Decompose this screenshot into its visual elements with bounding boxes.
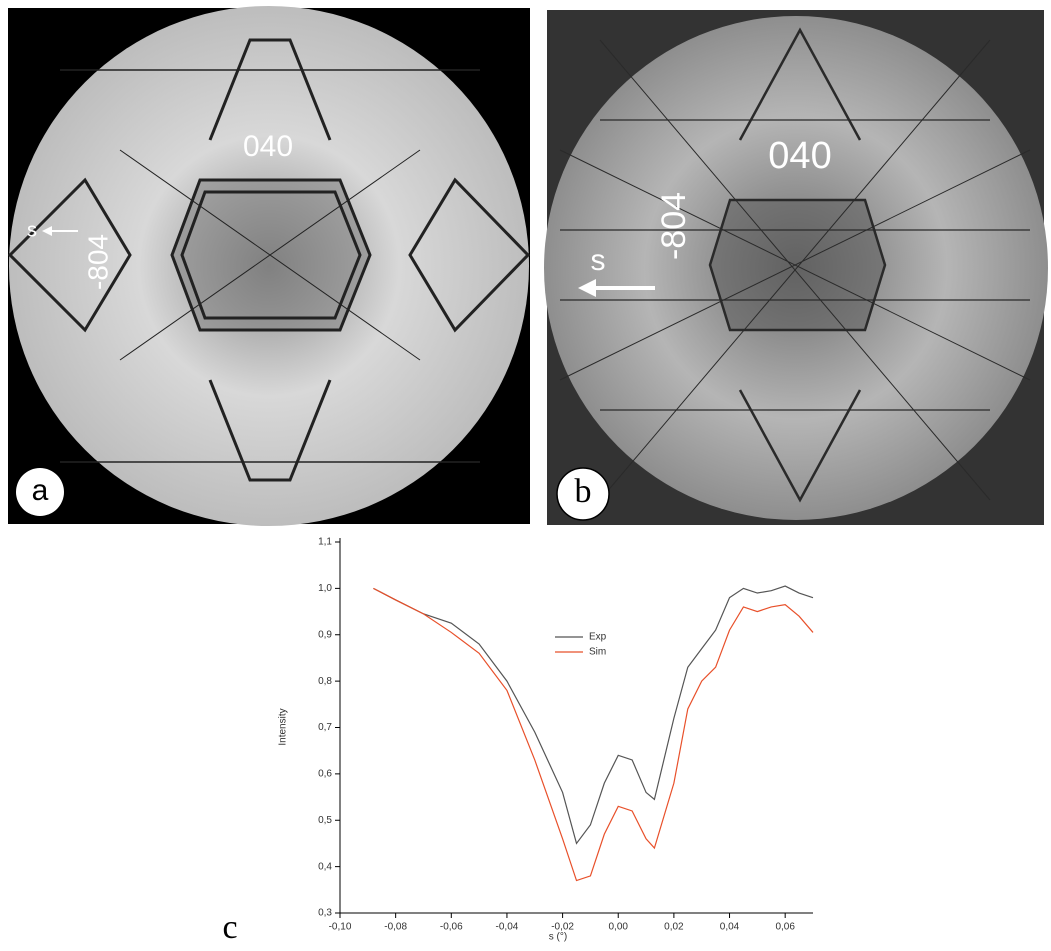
x-tick-label: 0,06 — [775, 922, 795, 933]
legend-label: Sim — [589, 647, 606, 658]
y-tick-label: 0,7 — [318, 722, 332, 733]
arrow-label: s — [591, 244, 606, 277]
arrow-label: s — [27, 219, 37, 241]
figure: 040 -804 s a 040 -804 s b c s (°) Intens… — [0, 0, 1051, 946]
reflection-label: 040 — [243, 130, 293, 163]
x-tick-label: 0,00 — [609, 922, 629, 933]
y-tick-label: 0,5 — [318, 815, 332, 826]
panel-label: c — [222, 909, 237, 946]
x-tick-label: 0,02 — [664, 922, 684, 933]
panel-b: 040 -804 s b — [544, 10, 1048, 525]
y-tick-label: 0,8 — [318, 676, 332, 687]
chart: s (°) Intensity 0,3 0,4 0,5 0,6 0,7 0,8 0,9 1,0… — [278, 537, 813, 943]
y-axis-label: Intensity — [278, 708, 289, 745]
x-tick-label: -0,06 — [440, 922, 463, 933]
reflection-label: 040 — [768, 135, 831, 177]
y-tick-label: 0,4 — [318, 861, 332, 872]
x-tick-label: -0,04 — [496, 922, 519, 933]
y-tick-label: 1,1 — [318, 537, 332, 548]
x-axis-label: s (°) — [549, 932, 567, 943]
x-tick-label: -0,02 — [551, 922, 574, 933]
y-tick-label: 1,0 — [318, 583, 332, 594]
x-tick-label: -0,10 — [329, 922, 352, 933]
panel-label: b — [575, 473, 592, 510]
panel-a: 040 -804 s a — [8, 6, 530, 526]
y-tick-label: 0,6 — [318, 769, 332, 780]
x-tick-label: -0,08 — [384, 922, 407, 933]
y-tick-label: 0,9 — [318, 629, 332, 640]
legend-label: Exp — [589, 632, 607, 643]
reflection-label: -804 — [82, 234, 113, 290]
x-tick-label: 0,04 — [720, 922, 740, 933]
panel-label: a — [32, 474, 49, 507]
y-tick-label: 0,3 — [318, 908, 332, 919]
reflection-label: -804 — [655, 192, 693, 260]
